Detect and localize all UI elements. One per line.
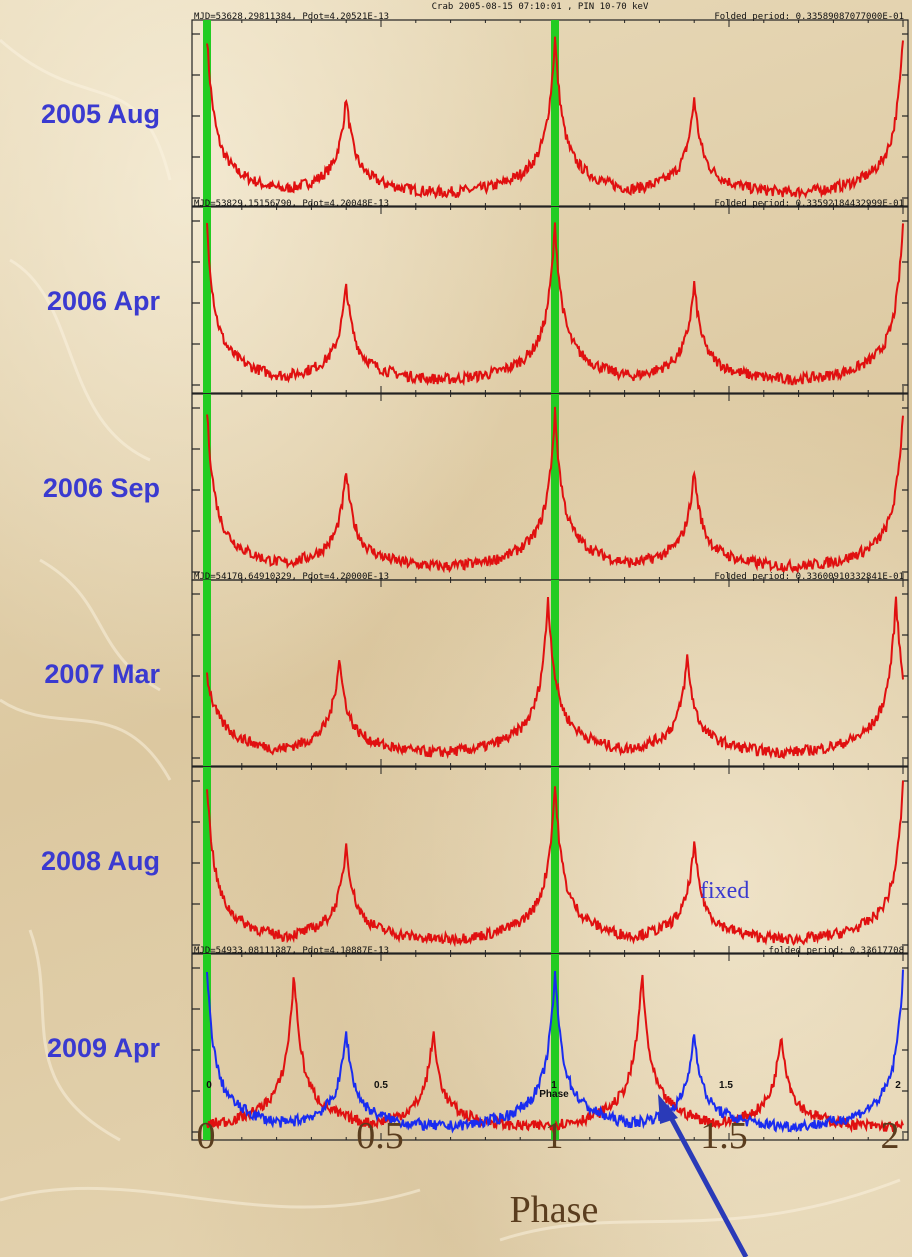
- x-tick-label: 1.5: [700, 1115, 748, 1157]
- panel-header-left: MJD=53628.29811384, Pdot=4.20521E-13: [194, 12, 389, 22]
- profile-series-line: [206, 596, 904, 760]
- panel-frame: [191, 206, 909, 394]
- panel-date-label: 2007 Mar: [44, 659, 160, 689]
- x-tick-label: 2: [881, 1115, 900, 1157]
- panel-date-label: 2005 Aug: [41, 99, 160, 129]
- x-tick-label: 0.5: [356, 1115, 404, 1157]
- panels: MJD=53628.29811384, Pdot=4.20521E-13 Fold…: [191, 12, 909, 1141]
- reference-phase-marker: [551, 954, 559, 1140]
- reference-phase-marker: [203, 20, 211, 206]
- profile-series-line: [206, 780, 904, 948]
- reference-phase-marker: [551, 767, 559, 953]
- fixed-annotation: fixed: [700, 878, 749, 904]
- paper-texture: [0, 38, 901, 1242]
- panel-header-left: MJD=54933.08111387, Pdot=4.19887E-13: [194, 946, 389, 956]
- reference-phase-marker: [203, 394, 211, 580]
- annotation-arrow: [658, 1094, 749, 1257]
- panel-frame: [191, 393, 909, 581]
- panel-date-label: 2009 Apr: [47, 1033, 161, 1063]
- panel-date-label: 2006 Sep: [43, 473, 160, 503]
- small-x-tick: 1.5: [719, 1080, 733, 1091]
- panel-header-right: Folded period: 0.33600910332841E-01: [714, 572, 904, 582]
- panel-header-left: MJD=53829.15156790, Pdot=4.20048E-13: [194, 199, 389, 209]
- reference-phase-marker: [203, 767, 211, 953]
- reference-phase-marker: [551, 207, 559, 393]
- reference-phase-marker: [551, 394, 559, 580]
- profile-series-line: [206, 36, 904, 201]
- reference-phase-marker: [203, 954, 211, 1140]
- profile-series-line: [206, 406, 904, 574]
- panel-frame: [191, 953, 909, 1141]
- reference-phase-marker: [203, 207, 211, 393]
- small-x-tick: 0.5: [374, 1080, 388, 1091]
- small-x-ticks: 0 0.5 1 1.5 2 Phase: [206, 1080, 901, 1100]
- small-x-tick: 2: [895, 1080, 901, 1091]
- profile-series-line: [206, 222, 904, 387]
- panel-frame: [191, 766, 909, 954]
- profile-series-line: [206, 969, 904, 1134]
- reference-phase-marker: [551, 20, 559, 206]
- panel-frame: [191, 579, 909, 767]
- profile-series-line: [206, 974, 904, 1134]
- panel-date-label: 2008 Aug: [41, 846, 160, 876]
- panel-frame: [191, 19, 909, 207]
- small-x-tick: 1: [551, 1080, 557, 1091]
- panel-header-right: Folded period: 0.33589087077000E-01: [714, 12, 904, 22]
- small-x-tick: 0: [206, 1080, 212, 1091]
- panel-header-left: MJD=54170.64910329, Pdot=4.20000E-13: [194, 572, 389, 582]
- x-axis-title: Phase: [510, 1189, 599, 1231]
- x-tick-label: 0: [197, 1115, 216, 1157]
- panel-date-label: 2006 Apr: [47, 286, 161, 316]
- x-tick-label: 1: [545, 1115, 564, 1157]
- header-caption: Crab 2005-08-15 07:10:01 , PIN 10-70 keV: [432, 2, 649, 12]
- small-x-axis-label: Phase: [539, 1089, 569, 1100]
- panel-header-right: Folded period: 0.33592184432999E-01: [714, 199, 904, 209]
- x-tick-labels: 0 0.5 1 1.5 2: [197, 1115, 900, 1157]
- panel-header-right: folded period: 0.33617708: [769, 946, 904, 956]
